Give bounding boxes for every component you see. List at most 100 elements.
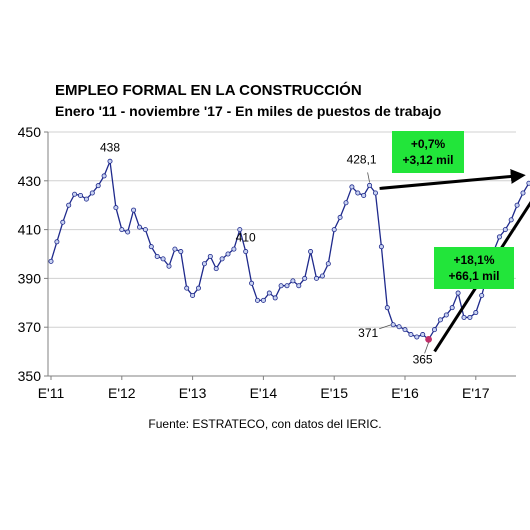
data-point [113, 205, 119, 211]
data-point [272, 295, 278, 301]
data-point [172, 246, 178, 252]
data-point [83, 196, 89, 202]
x-tick-label: E'13 [179, 385, 207, 401]
data-point [308, 249, 314, 255]
data-point [367, 182, 373, 188]
y-tick-label: 370 [18, 319, 42, 335]
data-point [125, 229, 131, 235]
x-tick-label: E'16 [391, 385, 419, 401]
data-point [319, 273, 325, 279]
x-tick-label: E'14 [250, 385, 278, 401]
y-tick-label: 450 [18, 124, 42, 140]
data-point [207, 253, 213, 259]
y-tick-label: 390 [18, 270, 42, 286]
point-label: 438 [100, 140, 120, 154]
arrow-since-peak [379, 168, 526, 190]
data-point [302, 275, 308, 281]
data-point [101, 173, 107, 179]
callout-boxes: +0,7% +3,12 mil +18,1% +66,1 mil [392, 131, 514, 289]
data-point [237, 227, 243, 233]
data-point [184, 285, 190, 291]
data-point [95, 183, 101, 189]
label-leader [379, 324, 392, 330]
data-point [514, 202, 520, 208]
data-point [437, 317, 443, 323]
data-point [284, 283, 290, 289]
y-tick-label: 430 [18, 173, 42, 189]
data-point [384, 305, 390, 311]
x-tick-label: E'11 [38, 385, 65, 401]
data-point [431, 327, 437, 333]
data-point [260, 297, 266, 303]
data-point [48, 258, 54, 264]
data-point [107, 158, 113, 164]
data-point [425, 335, 433, 343]
y-tick-label: 350 [18, 368, 42, 384]
x-tick-label: E'12 [108, 385, 136, 401]
callout-line2: +66,1 mil [448, 269, 499, 283]
data-point [402, 327, 408, 333]
x-tick-label: E'15 [320, 385, 348, 401]
data-point [455, 290, 461, 296]
data-point [449, 305, 455, 311]
data-point [266, 290, 272, 296]
data-point [355, 190, 361, 196]
data-point [231, 246, 237, 252]
data-point [119, 227, 125, 233]
callout-line2: +3,12 mil [402, 153, 453, 167]
data-point [296, 283, 302, 289]
data-point [166, 263, 172, 269]
data-point [89, 190, 95, 196]
data-point [131, 207, 137, 213]
data-point [467, 314, 473, 320]
data-point [414, 334, 420, 340]
data-point [526, 180, 530, 186]
data-point [154, 253, 160, 259]
data-point [420, 332, 426, 338]
data-point [225, 251, 231, 257]
data-point [249, 280, 255, 286]
data-point [54, 239, 60, 245]
y-tick-label: 410 [18, 222, 42, 238]
data-point [396, 324, 402, 330]
data-point [372, 190, 378, 196]
point-label: 371 [358, 326, 378, 340]
callout-box [392, 131, 464, 173]
label-leader [367, 172, 370, 183]
data-point [461, 314, 467, 320]
data-point [243, 249, 249, 255]
data-point [72, 191, 78, 197]
data-point [190, 292, 196, 298]
point-label: 365 [413, 352, 433, 366]
callout-line1: +0,7% [411, 137, 446, 151]
data-point [331, 227, 337, 233]
point-label: 410 [236, 231, 256, 245]
data-point [178, 249, 184, 255]
data-point [78, 192, 84, 198]
data-point [160, 256, 166, 262]
label-leader [424, 342, 429, 354]
data-point [496, 234, 502, 240]
data-point [479, 292, 485, 298]
callout-line1: +18,1% [453, 253, 494, 267]
data-point [278, 283, 284, 289]
data-point [325, 261, 331, 267]
point-label: 428,1 [347, 152, 377, 166]
data-point [148, 244, 154, 250]
data-point [136, 224, 142, 230]
data-point [142, 227, 148, 233]
data-point [361, 192, 367, 198]
data-point [390, 322, 396, 328]
data-point [195, 285, 201, 291]
data-point [219, 256, 225, 262]
data-point [60, 219, 66, 225]
data-point [520, 190, 526, 196]
data-point [343, 200, 349, 206]
callout-box [434, 247, 514, 289]
data-point [254, 297, 260, 303]
data-point [201, 261, 207, 267]
data-point [443, 312, 449, 318]
data-point [337, 214, 343, 220]
